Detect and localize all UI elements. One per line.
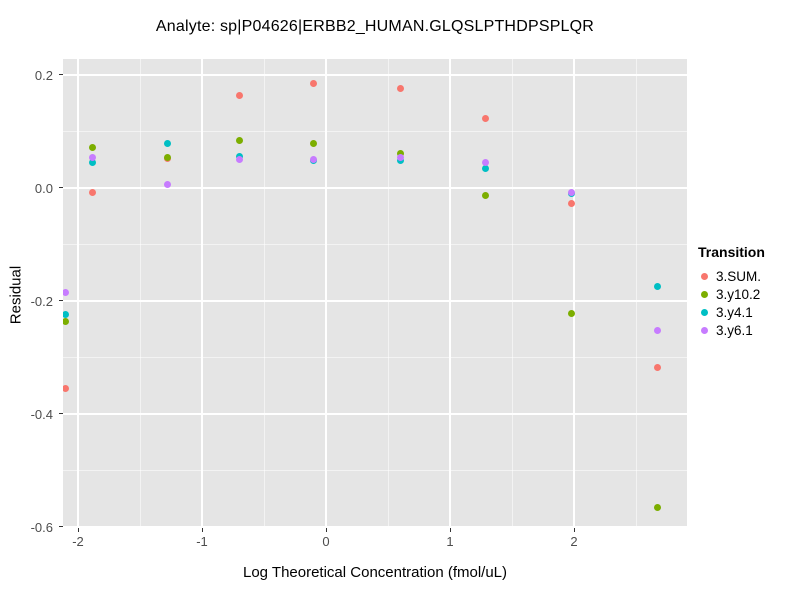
- x-tick-mark: [573, 528, 575, 532]
- data-point: [163, 140, 171, 148]
- x-tick-mark: [201, 528, 203, 532]
- y-tick-label: 0.0: [34, 180, 53, 196]
- x-tick-label: 0: [322, 534, 330, 549]
- x-major-gridline: [201, 59, 203, 528]
- x-major-gridline: [449, 59, 451, 528]
- y-minor-gridline: [63, 130, 687, 132]
- data-point: [482, 159, 490, 167]
- data-point: [310, 140, 318, 148]
- y-major-gridline: [63, 300, 687, 302]
- data-point: [482, 114, 490, 122]
- data-point: [235, 156, 243, 164]
- y-major-gridline: [63, 187, 687, 189]
- legend-swatch: [701, 272, 708, 280]
- legend-item: 3.y4.1: [698, 303, 765, 321]
- y-tick-label: -0.2: [30, 293, 53, 309]
- data-point: [482, 191, 490, 199]
- data-point: [396, 150, 404, 158]
- data-point: [89, 159, 97, 167]
- legend-item-label: 3.y10.2: [716, 286, 761, 302]
- legend-swatch: [701, 290, 708, 298]
- data-point: [163, 154, 171, 162]
- x-axis-title: Log Theoretical Concentration (fmol/uL): [242, 564, 508, 581]
- data-point: [568, 200, 576, 208]
- plot-panel: [63, 59, 687, 528]
- y-tick-label: -0.4: [30, 406, 53, 422]
- y-tick-mark: [59, 300, 63, 302]
- data-point: [653, 326, 661, 334]
- legend-item-label: 3.y6.1: [716, 322, 753, 338]
- legend: Transition 3.SUM. 3.y10.2 3.y4.1 3.y6.1: [698, 244, 765, 339]
- x-tick-mark: [325, 528, 327, 532]
- y-tick-mark: [59, 187, 63, 189]
- x-minor-gridline: [387, 59, 389, 528]
- data-point: [63, 311, 70, 319]
- data-point: [653, 364, 661, 372]
- data-point: [310, 155, 318, 163]
- y-tick-label: -0.6: [30, 519, 53, 535]
- x-minor-gridline: [511, 59, 513, 528]
- legend-title: Transition: [698, 244, 765, 260]
- x-tick-label: -1: [196, 534, 208, 549]
- data-point: [89, 189, 97, 197]
- x-minor-gridline: [139, 59, 141, 528]
- legend-swatch: [701, 308, 708, 316]
- data-point: [63, 317, 70, 325]
- legend-items: 3.SUM. 3.y10.2 3.y4.1 3.y6.1: [698, 267, 765, 339]
- x-minor-gridline: [263, 59, 265, 528]
- x-major-gridline: [325, 59, 327, 528]
- data-point: [653, 283, 661, 291]
- data-point: [63, 289, 70, 297]
- data-point: [568, 189, 576, 197]
- x-tick-mark: [77, 528, 79, 532]
- y-major-gridline: [63, 413, 687, 415]
- y-minor-gridline: [63, 243, 687, 245]
- x-minor-gridline: [635, 59, 637, 528]
- legend-item: 3.y6.1: [698, 321, 765, 339]
- data-point: [163, 180, 171, 188]
- data-point: [482, 164, 490, 172]
- legend-swatch: [701, 326, 708, 334]
- data-point: [396, 85, 404, 93]
- legend-item: 3.y10.2: [698, 285, 765, 303]
- y-tick-label: 0.2: [34, 67, 53, 83]
- data-point: [235, 92, 243, 100]
- x-tick-mark: [449, 528, 451, 532]
- x-major-gridline: [77, 59, 79, 528]
- x-major-gridline: [573, 59, 575, 528]
- legend-item: 3.SUM.: [698, 267, 765, 285]
- legend-item-label: 3.SUM.: [716, 268, 762, 284]
- y-tick-mark: [59, 74, 63, 76]
- y-axis-title: Residual: [7, 265, 25, 325]
- data-point: [63, 384, 70, 392]
- data-point: [235, 136, 243, 144]
- data-point: [89, 154, 97, 162]
- y-tick-mark: [59, 526, 63, 528]
- x-tick-label: 1: [446, 534, 454, 549]
- x-tick-label: -2: [72, 534, 84, 549]
- data-point: [310, 79, 318, 87]
- y-major-gridline: [63, 74, 687, 76]
- data-point: [568, 310, 576, 318]
- data-point: [653, 504, 661, 512]
- x-tick-label: 2: [570, 534, 578, 549]
- y-major-gridline: [63, 526, 687, 528]
- data-point: [89, 144, 97, 152]
- y-tick-mark: [59, 413, 63, 415]
- data-point: [396, 154, 404, 162]
- plot-title: Analyte: sp|P04626|ERBB2_HUMAN.GLQSLPTHD…: [155, 18, 595, 35]
- legend-item-label: 3.y4.1: [716, 304, 753, 320]
- y-minor-gridline: [63, 356, 687, 358]
- y-minor-gridline: [63, 469, 687, 471]
